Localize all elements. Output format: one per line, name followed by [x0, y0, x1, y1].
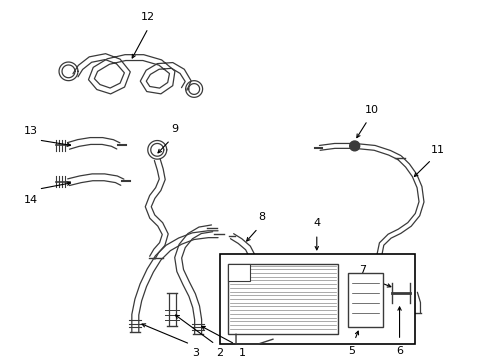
Text: 8: 8 [258, 212, 265, 222]
Bar [227, 264, 337, 334]
Text: 4: 4 [313, 218, 320, 228]
Text: 3: 3 [192, 348, 199, 358]
Circle shape [349, 141, 359, 151]
Text: 14: 14 [23, 195, 38, 205]
Bar [220, 254, 414, 344]
Text: 9: 9 [171, 124, 179, 134]
Text: 11: 11 [429, 145, 444, 155]
Text: 5: 5 [347, 346, 354, 356]
Bar [347, 274, 382, 328]
Bar [227, 264, 249, 281]
Text: 13: 13 [23, 126, 38, 136]
Text: 7: 7 [358, 265, 366, 275]
Text: 2: 2 [216, 348, 223, 358]
Text: 10: 10 [364, 104, 378, 114]
Text: 1: 1 [238, 348, 245, 358]
Text: 6: 6 [395, 346, 402, 356]
Text: 12: 12 [141, 12, 155, 22]
